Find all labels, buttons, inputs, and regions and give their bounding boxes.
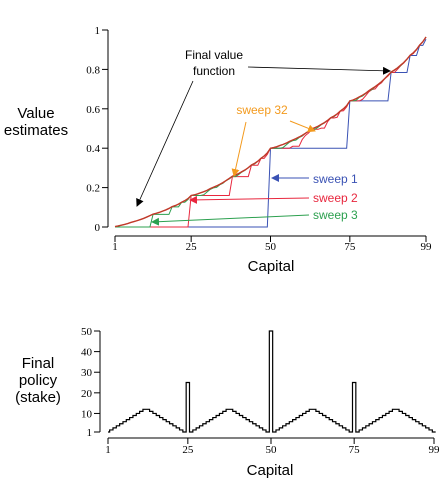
sweep1-label: sweep 1	[313, 172, 358, 186]
final-value-arrow-left	[136, 80, 194, 207]
policy-chart-axes: 1 10 20 30 40 50 1 25 50 75 99	[81, 326, 440, 456]
value-y-tick-label: 0.2	[86, 183, 100, 195]
policy-x-tick-label: 99	[429, 444, 441, 456]
value-x-tick-label: 25	[186, 241, 198, 253]
policy-chart-series	[108, 330, 436, 433]
policy-y-tick-label: 50	[81, 326, 93, 338]
value-chart-axes: 0 0.2 0.4 0.6 0.8 1 1 25 50 75 99	[86, 25, 432, 253]
value-y-axis-label-line-2: estimates	[4, 122, 68, 139]
value-y-tick-label: 1	[95, 25, 101, 37]
policy-x-tick-label: 25	[182, 444, 194, 456]
policy-y-tick-label: 20	[81, 388, 93, 400]
policy-chart: 1 10 20 30 40 50 1 25 50 75 99 Capital Final polic…	[15, 326, 440, 479]
policy-x-tick-label: 50	[266, 444, 278, 456]
sweep3-label: sweep 3	[313, 208, 358, 222]
value-x-tick-label: 99	[421, 241, 433, 253]
value-chart: 0 0.2 0.4 0.6 0.8 1 1 25 50 75 99 Final value funct…	[4, 25, 432, 275]
value-y-tick-label: 0.8	[86, 64, 100, 76]
sweep3-arrow	[151, 214, 310, 226]
value-x-axis-label: Capital	[248, 258, 295, 275]
value-y-tick-label: 0.6	[86, 104, 100, 116]
value-chart-series	[114, 36, 427, 228]
value-y-tick-label: 0.4	[86, 143, 100, 155]
value-y-tick-label: 0	[95, 222, 101, 234]
policy-stake-line	[108, 330, 436, 433]
value-chart-annotations: Final value function sweep 32 sweep 1 sweep …	[136, 48, 391, 226]
value-x-tick-label: 75	[344, 241, 356, 253]
value-x-tick-label: 1	[112, 241, 118, 253]
policy-y-tick-label: 30	[81, 367, 93, 379]
value-series-final	[114, 36, 427, 228]
value-y-axis-label-line-1: Value	[17, 105, 54, 122]
final-value-label-line-1: Final value	[185, 48, 243, 62]
policy-y-tick-label: 40	[81, 347, 93, 359]
sweep32-arrow-left	[231, 121, 247, 177]
policy-y-axis-label-line-2: policy	[19, 372, 58, 389]
policy-y-tick-label: 1	[87, 427, 93, 439]
sweep32-label: sweep 32	[236, 103, 288, 117]
policy-x-tick-label: 1	[105, 444, 111, 456]
final-value-label-line-2: function	[193, 64, 235, 78]
sweep2-label: sweep 2	[313, 191, 358, 205]
final-value-arrow-right	[247, 66, 391, 75]
value-x-tick-label: 50	[265, 241, 277, 253]
sweep32-arrow-right	[289, 120, 316, 133]
policy-x-axis-label: Capital	[247, 462, 294, 479]
policy-y-tick-label: 10	[81, 408, 93, 420]
policy-y-axis-label-line-1: Final	[22, 355, 55, 372]
policy-y-axis-label-line-3: (stake)	[15, 389, 61, 406]
policy-x-tick-label: 75	[349, 444, 361, 456]
sweep2-arrow	[189, 195, 310, 204]
